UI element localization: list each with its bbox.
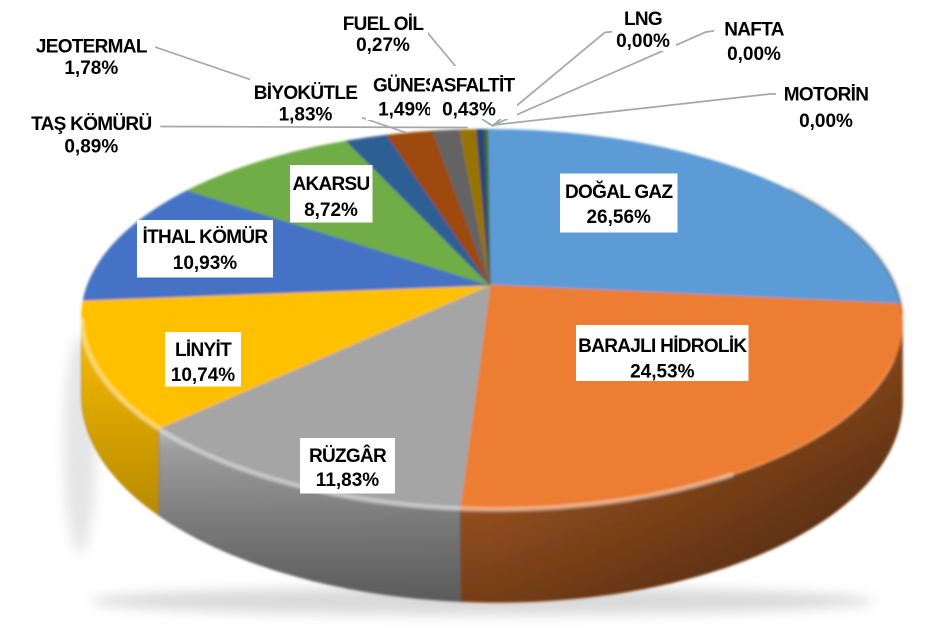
svg-text:DOĞAL GAZ: DOĞAL GAZ bbox=[565, 181, 673, 203]
svg-text:0,00%: 0,00% bbox=[727, 44, 781, 65]
svg-text:LİNYİT: LİNYİT bbox=[175, 340, 232, 361]
svg-text:8,72%: 8,72% bbox=[304, 200, 358, 221]
svg-text:10,93%: 10,93% bbox=[173, 253, 238, 274]
svg-text:0,00%: 0,00% bbox=[616, 31, 670, 52]
svg-text:BARAJLI HİDROLİK: BARAJLI HİDROLİK bbox=[578, 336, 747, 357]
svg-text:0,89%: 0,89% bbox=[64, 137, 118, 158]
svg-text:TAŞ KÖMÜRÜ: TAŞ KÖMÜRÜ bbox=[31, 114, 151, 135]
svg-text:24,53%: 24,53% bbox=[630, 362, 695, 383]
svg-text:NAFTA: NAFTA bbox=[724, 20, 784, 41]
svg-text:AKARSU: AKARSU bbox=[292, 174, 369, 195]
svg-text:RÜZGÂR: RÜZGÂR bbox=[309, 445, 387, 467]
svg-text:0,27%: 0,27% bbox=[356, 35, 410, 56]
svg-text:1,78%: 1,78% bbox=[64, 58, 118, 79]
svg-text:1,49%: 1,49% bbox=[378, 100, 432, 121]
svg-text:0,43%: 0,43% bbox=[442, 100, 496, 121]
svg-text:10,74%: 10,74% bbox=[171, 365, 236, 386]
svg-text:1,83%: 1,83% bbox=[279, 105, 333, 126]
svg-text:ASFALTİT: ASFALTİT bbox=[431, 76, 516, 97]
svg-text:BİYOKÜTLE: BİYOKÜTLE bbox=[254, 83, 358, 104]
svg-text:11,83%: 11,83% bbox=[316, 470, 379, 491]
svg-text:MOTORİN: MOTORİN bbox=[784, 84, 868, 105]
svg-text:İTHAL KÖMÜR: İTHAL KÖMÜR bbox=[143, 227, 269, 248]
svg-text:GÜNEŞ: GÜNEŞ bbox=[373, 76, 437, 97]
svg-text:JEOTERMAL: JEOTERMAL bbox=[36, 37, 148, 58]
svg-text:0,00%: 0,00% bbox=[799, 111, 853, 132]
svg-text:FUEL OİL: FUEL OİL bbox=[343, 14, 425, 35]
svg-text:LNG: LNG bbox=[624, 9, 662, 30]
svg-text:26,56%: 26,56% bbox=[586, 207, 651, 228]
